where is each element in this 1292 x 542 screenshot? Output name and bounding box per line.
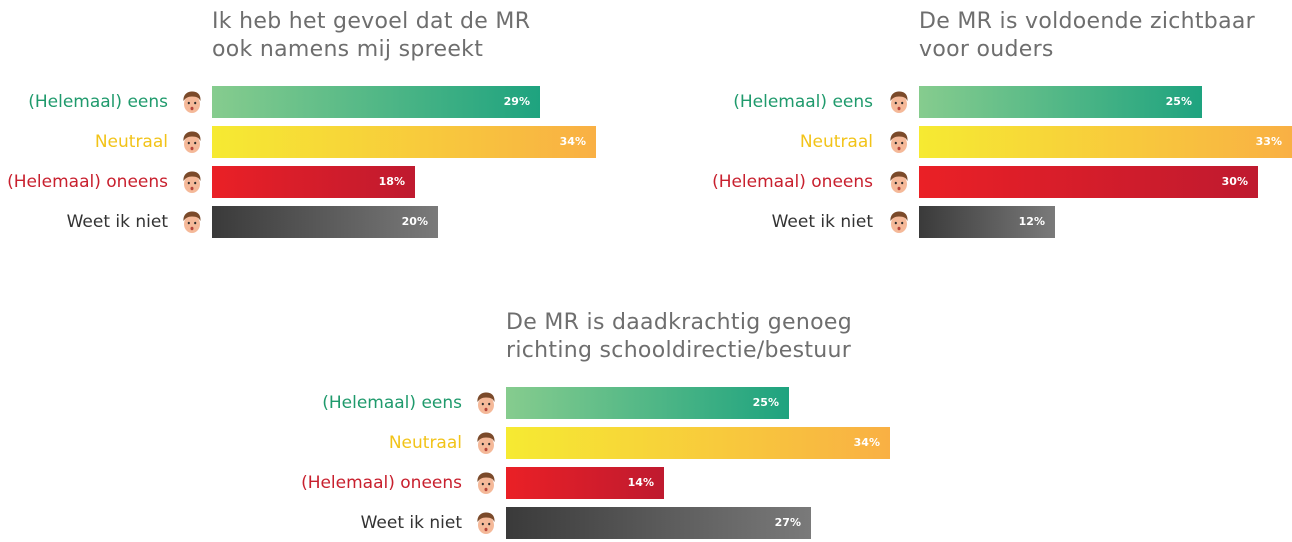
- bar: 25%: [919, 86, 1202, 118]
- category-label: (Helemaal) oneens: [712, 172, 873, 192]
- bar: 27%: [506, 507, 811, 539]
- bar-value-label: 34%: [559, 135, 586, 148]
- bar: 29%: [212, 86, 540, 118]
- category-label: Neutraal: [94, 132, 168, 152]
- chart-title-line: voor ouders: [919, 37, 1054, 62]
- person-face-icon: [180, 170, 204, 194]
- person-face-icon: [474, 471, 498, 495]
- bar: 14%: [506, 467, 664, 499]
- chart-title: De MR is voldoende zichtbaar voor ouders: [919, 8, 1255, 64]
- bar: 30%: [919, 166, 1258, 198]
- bar-value-label: 27%: [774, 516, 801, 529]
- bar-value-label: 12%: [1018, 215, 1045, 228]
- bar-value-label: 30%: [1221, 175, 1248, 188]
- chart-title-line: De MR is voldoende zichtbaar: [919, 9, 1255, 34]
- category-label: Weet ik niet: [66, 212, 168, 232]
- category-label: (Helemaal) eens: [733, 92, 873, 112]
- chart-title-line: richting schooldirectie/bestuur: [506, 338, 852, 363]
- person-face-icon: [887, 210, 911, 234]
- bar-row-weet-ik-niet: Weet ik niet 20%: [0, 206, 640, 238]
- category-label: (Helemaal) oneens: [301, 473, 462, 493]
- bar-row-helemaal-oneens: (Helemaal) oneens 30%: [707, 166, 1292, 198]
- category-label: (Helemaal) eens: [28, 92, 168, 112]
- bar-value-label: 33%: [1255, 135, 1282, 148]
- chart-title: De MR is daadkrachtig genoeg richting sch…: [506, 309, 852, 365]
- bar-value-label: 25%: [1165, 95, 1192, 108]
- bar: 18%: [212, 166, 415, 198]
- bar-row-weet-ik-niet: Weet ik niet 27%: [294, 507, 994, 539]
- person-face-icon: [474, 431, 498, 455]
- category-label: Neutraal: [799, 132, 873, 152]
- bar-row-helemaal-oneens: (Helemaal) oneens 14%: [294, 467, 994, 499]
- bar-row-neutraal: Neutraal 33%: [707, 126, 1292, 158]
- bar-row-neutraal: Neutraal 34%: [294, 427, 994, 459]
- bar: 34%: [506, 427, 890, 459]
- bar-value-label: 18%: [378, 175, 405, 188]
- bar-value-label: 29%: [503, 95, 530, 108]
- bar: 34%: [212, 126, 596, 158]
- person-face-icon: [887, 130, 911, 154]
- person-face-icon: [180, 210, 204, 234]
- category-label: (Helemaal) oneens: [7, 172, 168, 192]
- person-face-icon: [887, 170, 911, 194]
- bar-row-neutraal: Neutraal 34%: [0, 126, 640, 158]
- bar-row-helemaal-eens: (Helemaal) eens 25%: [707, 86, 1292, 118]
- bar: 33%: [919, 126, 1292, 158]
- bar-value-label: 34%: [853, 436, 880, 449]
- person-face-icon: [887, 90, 911, 114]
- person-face-icon: [474, 391, 498, 415]
- chart-title: Ik heb het gevoel dat de MR ook namens mi…: [212, 8, 530, 64]
- chart-title-line: ook namens mij spreekt: [212, 37, 484, 62]
- chart-title-line: De MR is daadkrachtig genoeg: [506, 310, 852, 335]
- bar-value-label: 14%: [627, 476, 654, 489]
- bar-value-label: 20%: [401, 215, 428, 228]
- person-face-icon: [180, 130, 204, 154]
- chart-title-line: Ik heb het gevoel dat de MR: [212, 9, 531, 34]
- person-face-icon: [474, 511, 498, 535]
- bar: 25%: [506, 387, 789, 419]
- bar-row-helemaal-eens: (Helemaal) eens 29%: [0, 86, 640, 118]
- bar-row-weet-ik-niet: Weet ik niet 12%: [707, 206, 1292, 238]
- category-label: Weet ik niet: [771, 212, 873, 232]
- bar: 20%: [212, 206, 438, 238]
- category-label: Weet ik niet: [360, 513, 462, 533]
- person-face-icon: [180, 90, 204, 114]
- category-label: Neutraal: [388, 433, 462, 453]
- category-label: (Helemaal) eens: [322, 393, 462, 413]
- bar-row-helemaal-oneens: (Helemaal) oneens 18%: [0, 166, 640, 198]
- bar-row-helemaal-eens: (Helemaal) eens 25%: [294, 387, 994, 419]
- bar: 12%: [919, 206, 1055, 238]
- bar-value-label: 25%: [752, 396, 779, 409]
